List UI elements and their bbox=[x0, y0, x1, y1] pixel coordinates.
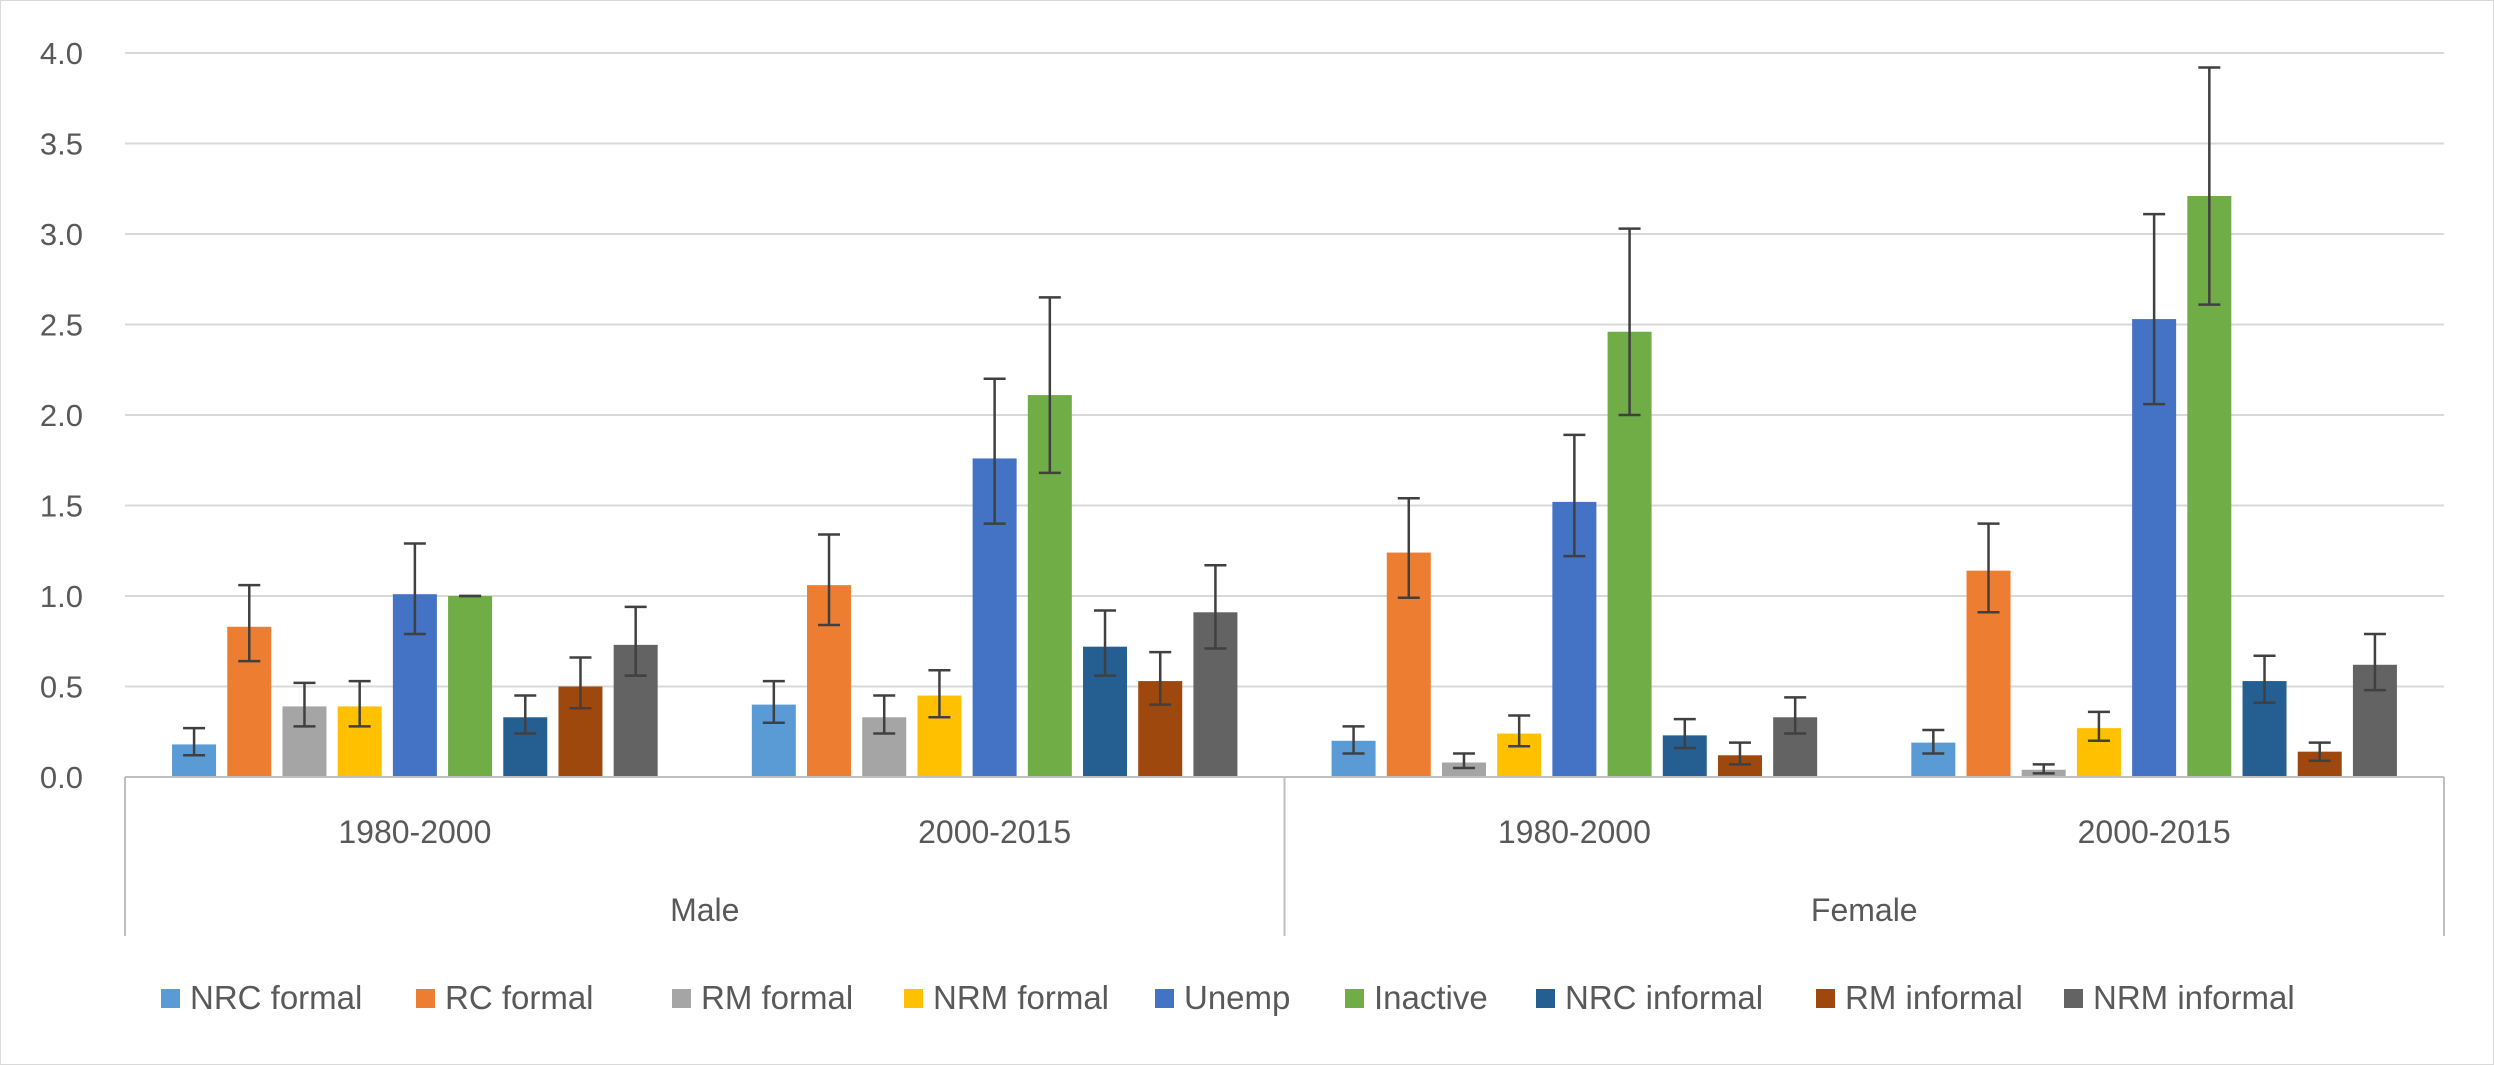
category-axis: 1980-2000 2000-2015 Male 1980-2000 2000-2015… bbox=[125, 777, 2444, 936]
legend-swatch bbox=[161, 989, 180, 1008]
legend-label: NRC informal bbox=[1565, 979, 1763, 1016]
category-label: 2000-2015 bbox=[918, 814, 1071, 850]
y-axis-ticks: 0.0 0.5 1.0 1.5 2.0 2.5 3.0 3.5 4.0 bbox=[40, 36, 83, 795]
group-label: Female bbox=[1811, 892, 1918, 928]
gridlines bbox=[125, 53, 2444, 687]
legend-label: RC formal bbox=[445, 979, 594, 1016]
y-tick-label: 3.5 bbox=[40, 127, 83, 162]
legend-swatch bbox=[904, 989, 923, 1008]
y-tick-label: 4.0 bbox=[40, 36, 83, 71]
y-tick-label: 0.5 bbox=[40, 670, 83, 705]
legend-label: Inactive bbox=[1374, 979, 1488, 1016]
legend-swatch bbox=[2064, 989, 2083, 1008]
legend-label: RM informal bbox=[1845, 979, 2023, 1016]
error-bars bbox=[183, 67, 2386, 773]
category-label: 1980-2000 bbox=[1498, 814, 1651, 850]
legend-label: NRM informal bbox=[2093, 979, 2295, 1016]
category-label: 1980-2000 bbox=[338, 814, 491, 850]
legend-label: RM formal bbox=[701, 979, 853, 1016]
legend: NRC formal RC formal RM formal NRM formal Un… bbox=[161, 979, 2295, 1016]
bars bbox=[172, 196, 2397, 777]
legend-label: NRM formal bbox=[933, 979, 1109, 1016]
y-tick-label: 2.5 bbox=[40, 308, 83, 343]
group-label: Male bbox=[670, 892, 739, 928]
bar bbox=[448, 596, 492, 777]
y-tick-label: 0.0 bbox=[40, 760, 83, 795]
y-tick-label: 1.5 bbox=[40, 489, 83, 524]
legend-swatch bbox=[1345, 989, 1364, 1008]
legend-label: Unemp bbox=[1184, 979, 1290, 1016]
y-tick-label: 1.0 bbox=[40, 579, 83, 614]
legend-swatch bbox=[1155, 989, 1174, 1008]
legend-swatch bbox=[416, 989, 435, 1008]
legend-label: NRC formal bbox=[190, 979, 362, 1016]
y-tick-label: 3.0 bbox=[40, 217, 83, 252]
legend-swatch bbox=[1536, 989, 1555, 1008]
category-label: 2000-2015 bbox=[2078, 814, 2231, 850]
legend-swatch bbox=[1816, 989, 1835, 1008]
legend-swatch bbox=[672, 989, 691, 1008]
y-tick-label: 2.0 bbox=[40, 398, 83, 433]
